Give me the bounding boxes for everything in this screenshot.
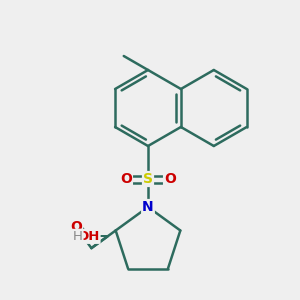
- Text: N: N: [142, 200, 154, 214]
- Text: OH: OH: [77, 230, 100, 243]
- Text: H: H: [73, 230, 82, 243]
- Text: O: O: [70, 220, 82, 234]
- Text: O: O: [164, 172, 176, 186]
- Text: O: O: [120, 172, 132, 186]
- Text: S: S: [143, 172, 153, 186]
